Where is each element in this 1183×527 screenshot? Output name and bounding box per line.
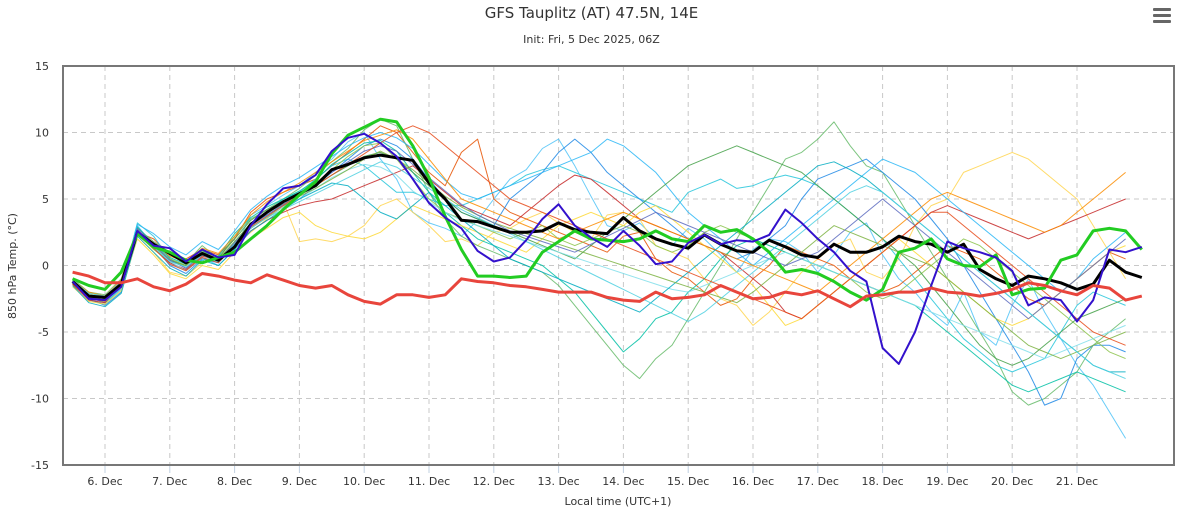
y-tick-label: 15 <box>35 60 49 73</box>
y-tick-label: -15 <box>31 459 49 472</box>
y-tick-label: -5 <box>38 326 49 339</box>
chart-subtitle: Init: Fri, 5 Dec 2025, 06Z <box>523 33 660 46</box>
x-axis-label: Local time (UTC+1) <box>565 495 672 508</box>
x-tick-label: 15. Dec <box>667 475 709 488</box>
x-tick-label: 20. Dec <box>991 475 1033 488</box>
series-line-member-04 <box>72 118 1126 406</box>
x-tick-label: 6. Dec <box>87 475 122 488</box>
y-tick-label: -10 <box>31 393 49 406</box>
y-tick-label: 5 <box>42 193 49 206</box>
axes <box>62 65 1175 466</box>
hamburger-menu-icon[interactable] <box>1153 8 1171 24</box>
x-tick-label: 21. Dec <box>1056 475 1098 488</box>
series-line-member-10 <box>72 132 1126 300</box>
series-line-control <box>71 153 1143 299</box>
x-tick-label: 14. Dec <box>602 475 644 488</box>
x-tick-label: 16. Dec <box>732 475 774 488</box>
series-layer <box>71 117 1143 439</box>
series-line-member-03 <box>72 125 1126 306</box>
series-line-ensemble-green <box>72 117 1143 302</box>
series-line-ensemble-blue <box>71 132 1143 365</box>
x-tick-label: 10. Dec <box>343 475 385 488</box>
series-line-member-13 <box>72 163 1126 360</box>
plot-frame <box>62 65 1175 466</box>
x-tick-label: 17. Dec <box>797 475 839 488</box>
x-tick-label: 7. Dec <box>152 475 187 488</box>
series-line-member-06 <box>72 138 1126 406</box>
x-tick-label: 9. Dec <box>282 475 317 488</box>
series-line-member-08 <box>72 140 1126 393</box>
x-tick-label: 19. Dec <box>926 475 968 488</box>
series-line-member-01 <box>72 132 1127 439</box>
y-axis-label: 850 hPa Temp. (°C) <box>6 213 19 319</box>
x-tick-label: 12. Dec <box>473 475 515 488</box>
series-line-ensemble-red <box>72 270 1143 309</box>
series-line-member-14 <box>72 129 1126 297</box>
x-tick-label: 13. Dec <box>537 475 579 488</box>
x-tick-label: 11. Dec <box>408 475 450 488</box>
y-tick-label: 10 <box>35 127 49 140</box>
series-line-member-18 <box>72 161 1126 380</box>
chart-title: GFS Tauplitz (AT) 47.5N, 14E <box>484 4 699 22</box>
y-tick-label: 0 <box>42 260 49 273</box>
x-tick-label: 18. Dec <box>861 475 903 488</box>
x-tick-label: 8. Dec <box>217 475 252 488</box>
